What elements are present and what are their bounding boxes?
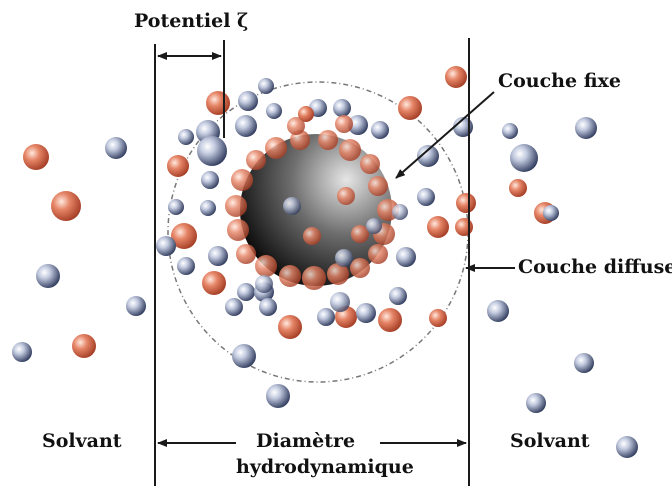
anion-sphere [574, 353, 594, 373]
cation-sphere [278, 315, 302, 339]
anion-sphere [208, 246, 228, 266]
cation-sphere [225, 195, 247, 217]
cation-sphere [167, 155, 189, 177]
cation-sphere [339, 139, 361, 161]
ions-front-layer [225, 115, 408, 312]
anion-sphere [201, 171, 219, 189]
anion-sphere [168, 199, 184, 215]
anion-sphere [396, 247, 416, 267]
anion-sphere [105, 137, 127, 159]
cation-sphere [298, 106, 314, 122]
cation-sphere [236, 244, 256, 264]
cation-sphere [23, 144, 49, 170]
hydrodynamic-label: hydrodynamique [236, 456, 414, 478]
anion-sphere [502, 123, 518, 139]
anion-sphere [526, 393, 546, 413]
anion-sphere [259, 298, 277, 316]
anion-sphere [258, 78, 274, 94]
anion-sphere [366, 218, 382, 234]
cation-sphere [337, 187, 355, 205]
ions-back-layer [12, 66, 638, 458]
fixed-layer-label: Couche fixe [496, 70, 623, 92]
cation-sphere [445, 66, 467, 88]
cation-sphere [318, 130, 338, 150]
anion-sphere [237, 283, 255, 301]
anion-sphere [371, 121, 389, 139]
cation-sphere [378, 308, 402, 332]
cation-sphere [427, 216, 449, 238]
cation-sphere [455, 218, 473, 236]
cation-sphere [350, 258, 370, 278]
anion-sphere [356, 303, 376, 323]
anion-sphere [616, 436, 638, 458]
anion-sphere [335, 249, 353, 267]
cation-sphere [368, 244, 388, 264]
anion-sphere [317, 308, 335, 326]
anion-sphere [255, 275, 273, 293]
anion-sphere [389, 287, 407, 305]
anion-sphere [348, 115, 368, 135]
cation-sphere [368, 176, 388, 196]
anion-sphere [333, 99, 351, 117]
cation-sphere [206, 91, 230, 115]
cation-sphere [327, 263, 349, 285]
anion-sphere [225, 298, 243, 316]
cation-sphere [351, 225, 369, 243]
anion-sphere [330, 292, 350, 312]
cation-sphere [202, 271, 226, 295]
potential-label: Potentiel ζ [132, 10, 251, 32]
anion-sphere [283, 197, 301, 215]
anion-sphere [392, 204, 408, 220]
cation-sphere [290, 130, 310, 150]
anion-sphere [510, 144, 538, 172]
solvent-left-label: Solvant [42, 430, 122, 452]
cation-sphere [231, 169, 253, 191]
cation-sphere [429, 309, 447, 327]
solvent-right-label: Solvant [510, 430, 590, 452]
cation-sphere [227, 219, 249, 241]
cation-sphere [303, 227, 321, 245]
cation-sphere [265, 137, 287, 159]
cation-sphere [51, 191, 81, 221]
cation-sphere [246, 150, 266, 170]
particle-core [240, 134, 392, 286]
cation-sphere [279, 265, 301, 287]
anion-sphere [200, 200, 216, 216]
diffuse-layer-label: Couche diffuse [516, 258, 672, 277]
anion-sphere [126, 296, 146, 316]
cation-sphere [255, 255, 277, 277]
cation-sphere [287, 117, 305, 135]
cation-sphere [171, 223, 197, 249]
diameter-label: Diamètre [256, 430, 356, 452]
cation-sphere [302, 266, 326, 290]
anion-sphere [266, 384, 290, 408]
cation-sphere [456, 193, 476, 213]
anion-sphere [235, 115, 257, 137]
anion-sphere [417, 145, 439, 167]
anion-sphere [238, 91, 258, 111]
cation-sphere [72, 334, 96, 358]
cation-sphere [360, 154, 380, 174]
anion-sphere [178, 129, 194, 145]
anion-sphere [417, 188, 435, 206]
fixed-layer-pointer [395, 91, 495, 179]
cation-sphere [398, 96, 422, 120]
cation-sphere [335, 115, 353, 133]
anion-sphere [12, 342, 32, 362]
anion-sphere [177, 257, 195, 275]
anion-sphere [232, 344, 256, 368]
anion-sphere [156, 236, 176, 256]
cation-sphere [509, 179, 527, 197]
anion-sphere [36, 264, 60, 288]
anion-sphere [575, 117, 597, 139]
anion-sphere [543, 205, 559, 221]
anion-sphere [266, 103, 282, 119]
anion-sphere [487, 300, 509, 322]
anion-sphere [197, 136, 227, 166]
